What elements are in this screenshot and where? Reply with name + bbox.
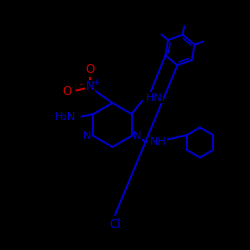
- Text: ⁻: ⁻: [78, 82, 83, 92]
- Text: N: N: [86, 80, 94, 93]
- Text: N: N: [133, 131, 142, 141]
- Text: Cl: Cl: [109, 218, 121, 232]
- Text: HN: HN: [146, 93, 162, 103]
- Text: H₂N: H₂N: [55, 112, 76, 122]
- Text: O: O: [62, 85, 72, 98]
- Text: NH: NH: [150, 137, 166, 147]
- Text: O: O: [86, 63, 94, 76]
- Text: +: +: [92, 78, 100, 87]
- Text: N: N: [83, 131, 92, 141]
